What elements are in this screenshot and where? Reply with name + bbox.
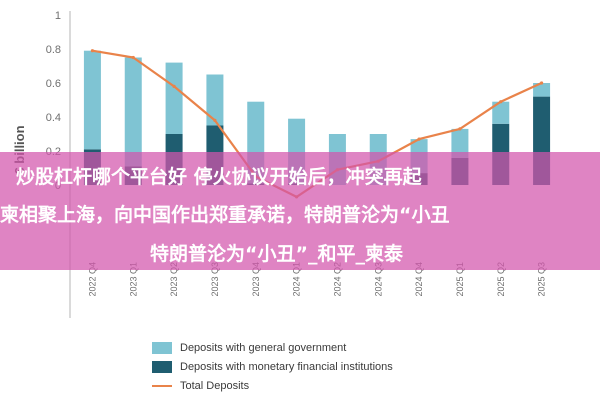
y-tick-label: 0.6 xyxy=(46,78,61,90)
total-deposits-point xyxy=(539,81,544,85)
bar-segment-general-government xyxy=(492,101,510,124)
x-tick-label: 2025 Q3 xyxy=(537,262,547,297)
x-tick-label: 2024 Q2 xyxy=(332,262,342,297)
legend-label-total-deposits: Total Deposits xyxy=(180,379,250,392)
legend-item-general-government: Deposits with general government xyxy=(152,338,393,357)
legend-label-general-government: Deposits with general government xyxy=(180,341,347,354)
bar-segment-general-government xyxy=(533,83,551,97)
x-tick-label: 2023 Q3 xyxy=(210,262,220,297)
banner-line-3[interactable]: 特朗普沦为“小丑”_和平_柬泰 xyxy=(150,243,403,265)
x-tick-label: 2025 Q2 xyxy=(496,262,506,297)
chart-legend: Deposits with general government Deposit… xyxy=(152,338,393,395)
legend-item-mfi: Deposits with monetary financial institu… xyxy=(152,357,393,376)
y-tick-label: 1 xyxy=(55,10,61,22)
bar-segment-general-government xyxy=(451,128,469,158)
bar-segment-general-government xyxy=(83,50,101,150)
banner-line-2[interactable]: 柬相聚上海，向中国作出郑重承诺，特朗普沦为“小丑 xyxy=(0,204,450,226)
total-deposits-point xyxy=(90,49,95,53)
total-deposits-point xyxy=(213,118,217,122)
banner-line-1[interactable]: 炒股杠杆哪个平台好 停火协议开始后，冲突再起 xyxy=(16,166,422,188)
bar-segment-general-government xyxy=(206,74,224,126)
x-tick-label: 2025 Q1 xyxy=(455,262,465,297)
x-tick-label: 2024 Q4 xyxy=(414,262,424,297)
legend-label-mfi: Deposits with monetary financial institu… xyxy=(180,360,393,373)
x-tick-label: 2022 Q4 xyxy=(87,262,97,297)
x-tick-label: 2024 Q3 xyxy=(373,262,383,297)
x-tick-label: 2023 Q2 xyxy=(169,262,179,297)
total-deposits-point xyxy=(172,84,176,88)
x-tick-label: 2023 Q4 xyxy=(251,262,261,297)
bar-segment-general-government xyxy=(124,57,142,167)
legend-swatch-mfi xyxy=(152,360,172,373)
total-deposits-point xyxy=(131,55,135,60)
y-tick-label: 0.8 xyxy=(46,44,61,56)
total-deposits-point xyxy=(499,100,503,104)
total-deposits-point xyxy=(417,137,421,141)
legend-swatch-total-deposits xyxy=(152,384,172,387)
y-tick-label: 0.4 xyxy=(46,112,61,124)
total-deposits-point xyxy=(458,127,462,131)
bar-segment-general-government xyxy=(165,62,183,134)
legend-item-total-deposits: Total Deposits xyxy=(152,376,393,395)
overlay-banner[interactable]: 炒股杠杆哪个平台好 停火协议开始后，冲突再起 柬相聚上海，向中国作出郑重承诺，特… xyxy=(0,152,600,270)
x-tick-label: 2024 Q1 xyxy=(292,262,302,297)
legend-swatch-general-government xyxy=(152,341,172,354)
x-tick-label: 2023 Q1 xyxy=(128,262,138,297)
